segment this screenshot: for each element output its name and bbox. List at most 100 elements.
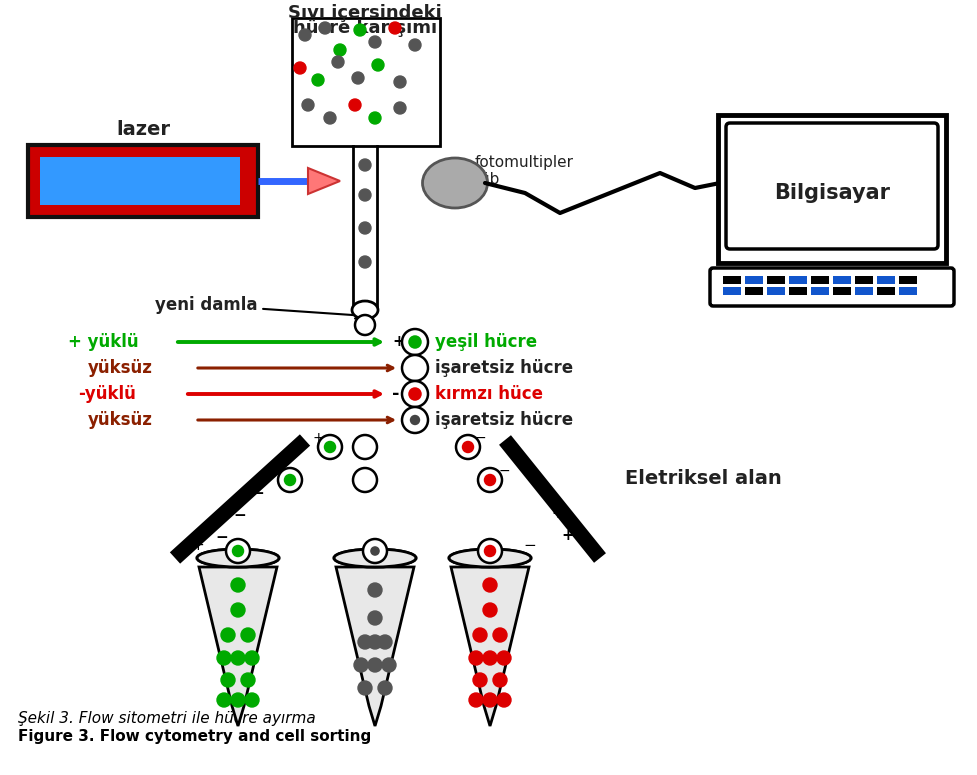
Circle shape xyxy=(359,159,371,171)
FancyBboxPatch shape xyxy=(726,123,938,249)
Circle shape xyxy=(221,673,235,687)
Polygon shape xyxy=(451,567,529,726)
Circle shape xyxy=(359,189,371,201)
Circle shape xyxy=(382,658,396,672)
Circle shape xyxy=(217,693,231,707)
Text: işaretsiz hücre: işaretsiz hücre xyxy=(435,359,573,377)
Circle shape xyxy=(456,435,480,459)
Circle shape xyxy=(402,329,428,355)
Circle shape xyxy=(359,256,371,268)
Circle shape xyxy=(368,658,382,672)
Bar xyxy=(745,287,763,295)
Circle shape xyxy=(231,651,245,665)
Circle shape xyxy=(358,635,372,649)
Bar xyxy=(789,287,807,295)
Bar xyxy=(723,276,741,284)
Bar xyxy=(767,287,785,295)
Text: tüb: tüb xyxy=(475,171,500,187)
Circle shape xyxy=(245,651,259,665)
Polygon shape xyxy=(199,567,277,726)
Circle shape xyxy=(469,651,483,665)
Circle shape xyxy=(493,673,507,687)
Circle shape xyxy=(483,693,497,707)
Circle shape xyxy=(334,44,346,56)
Circle shape xyxy=(368,583,382,597)
Circle shape xyxy=(478,468,502,492)
Circle shape xyxy=(245,693,259,707)
Text: Eletriksel alan: Eletriksel alan xyxy=(625,469,782,487)
Circle shape xyxy=(369,36,381,48)
Circle shape xyxy=(473,628,487,642)
Circle shape xyxy=(353,468,377,492)
Circle shape xyxy=(478,539,502,563)
Circle shape xyxy=(358,681,372,695)
Circle shape xyxy=(497,651,511,665)
Circle shape xyxy=(349,99,361,111)
Circle shape xyxy=(231,578,245,592)
Bar xyxy=(789,276,807,284)
Bar xyxy=(833,287,851,295)
Text: −: − xyxy=(498,464,510,478)
Text: -: - xyxy=(392,385,400,403)
Circle shape xyxy=(483,603,497,617)
Text: +: + xyxy=(510,445,523,460)
Ellipse shape xyxy=(334,549,416,567)
Polygon shape xyxy=(308,168,340,194)
Circle shape xyxy=(226,539,250,563)
Circle shape xyxy=(484,545,496,557)
Text: hücre karışımı: hücre karışımı xyxy=(293,19,437,37)
Circle shape xyxy=(370,546,380,556)
Bar xyxy=(811,287,829,295)
Text: −: − xyxy=(474,431,486,445)
Circle shape xyxy=(369,112,381,124)
Text: +: + xyxy=(191,538,204,553)
Bar xyxy=(855,287,873,295)
FancyBboxPatch shape xyxy=(710,268,954,306)
Circle shape xyxy=(359,222,371,234)
Ellipse shape xyxy=(197,549,279,567)
Ellipse shape xyxy=(422,158,488,208)
Circle shape xyxy=(241,628,255,642)
Text: Sıvı içersindeki: Sıvı içersindeki xyxy=(288,4,442,22)
Ellipse shape xyxy=(334,549,416,567)
Circle shape xyxy=(353,435,377,459)
Circle shape xyxy=(352,72,364,84)
Ellipse shape xyxy=(449,549,531,567)
Text: işaretsiz hücre: işaretsiz hücre xyxy=(435,411,573,429)
Polygon shape xyxy=(336,567,414,726)
Circle shape xyxy=(469,693,483,707)
Circle shape xyxy=(484,474,496,486)
Circle shape xyxy=(232,545,244,557)
Bar xyxy=(899,276,917,284)
Circle shape xyxy=(312,74,324,86)
Circle shape xyxy=(402,355,428,381)
Bar xyxy=(40,157,240,205)
Circle shape xyxy=(409,39,421,51)
Text: kırmzı hüce: kırmzı hüce xyxy=(435,385,543,403)
Bar xyxy=(877,287,895,295)
Text: −: − xyxy=(268,464,280,480)
Circle shape xyxy=(231,693,245,707)
Circle shape xyxy=(294,62,306,74)
Text: yeşil hücre: yeşil hücre xyxy=(435,333,537,351)
Text: −: − xyxy=(524,538,536,553)
Text: lazer: lazer xyxy=(116,120,170,139)
Bar xyxy=(745,276,763,284)
Text: +: + xyxy=(539,484,552,500)
Circle shape xyxy=(324,112,336,124)
Circle shape xyxy=(389,22,401,34)
Circle shape xyxy=(302,99,314,111)
Circle shape xyxy=(368,611,382,625)
Bar xyxy=(767,276,785,284)
Bar xyxy=(877,276,895,284)
Circle shape xyxy=(483,651,497,665)
Circle shape xyxy=(354,24,366,36)
Ellipse shape xyxy=(352,301,378,319)
Bar xyxy=(855,276,873,284)
Text: +: + xyxy=(270,464,280,478)
Text: yüksüz: yüksüz xyxy=(88,359,152,377)
Text: + yüklü: + yüklü xyxy=(68,333,139,351)
Bar xyxy=(899,287,917,295)
Circle shape xyxy=(278,468,302,492)
Ellipse shape xyxy=(197,549,279,567)
